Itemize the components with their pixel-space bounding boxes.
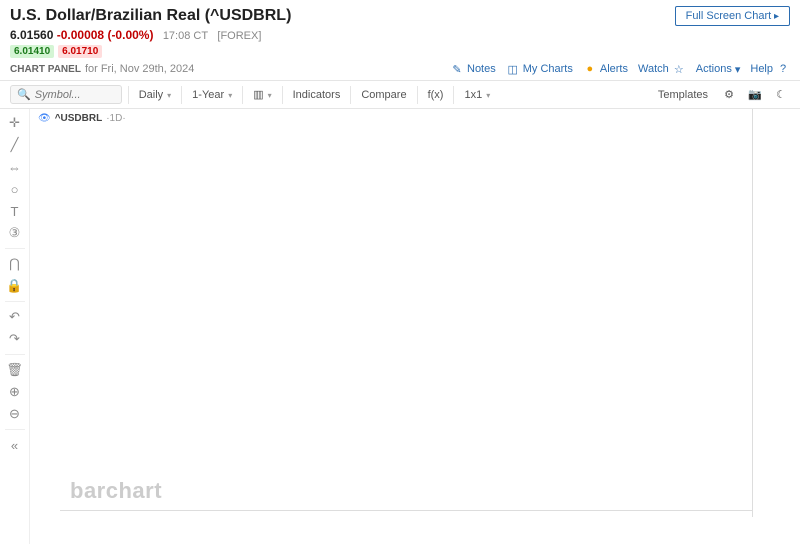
chart-type-dropdown[interactable]: ▥ [249,86,275,103]
full-screen-button[interactable]: Full Screen Chart [675,6,790,26]
last-price: 6.01560 [10,28,53,42]
separator [5,301,25,302]
notes-link[interactable]: ✎Notes [450,62,496,76]
separator [5,429,25,430]
interval-dropdown[interactable]: Daily [135,87,175,103]
symbol-input[interactable] [35,89,115,101]
timestamp: 17:08 CT [163,30,208,42]
actions-dropdown[interactable]: Actions ▾ [696,63,741,76]
chart-icon: ◫ [506,62,520,76]
chart-panel-label: CHART PANEL [10,64,81,75]
price-change: -0.00008 (-0.00%) [57,28,154,42]
price-chart[interactable] [30,109,752,517]
trend-tool[interactable]: ╱ [4,135,26,155]
separator [417,86,418,104]
symbol-label: ^USDBRL [55,113,103,124]
watermark: barchart [70,478,162,504]
theme-icon[interactable]: ☾ [772,86,790,104]
candle-icon: ▥ [253,88,263,101]
watch-label: Watch [638,63,669,75]
fx-button[interactable]: f(x) [424,87,448,103]
help-label: Help [750,63,773,75]
alerts-label: Alerts [600,63,628,75]
text-tool[interactable]: T [4,201,26,221]
left-toolbar: ✛╱⇔○T③ ⋂🔒 ↶↷ 🗑⊕⊖ « [0,109,30,544]
x-axis [60,510,752,526]
magnet-tool[interactable]: ⋂ [4,254,26,274]
alerts-link[interactable]: ●Alerts [583,62,628,76]
range-label: 1-Year [192,89,224,101]
separator [181,86,182,104]
settings-icon[interactable]: ⚙ [720,86,738,104]
redo-tool[interactable]: ↷ [4,329,26,349]
badge-low: 6.01410 [10,45,54,58]
price-row: 6.01560 -0.00008 (-0.00%) 17:08 CT [FORE… [10,28,790,42]
note-icon: ✎ [450,62,464,76]
market-tag: [FOREX] [217,30,261,42]
num3-tool[interactable]: ③ [4,223,26,243]
templates-button[interactable]: Templates [654,87,712,103]
separator [242,86,243,104]
lock-tool[interactable]: 🔒 [4,276,26,296]
separator [282,86,283,104]
indicators-button[interactable]: Indicators [289,87,345,103]
search-icon: 🔍 [17,88,31,101]
circle-tool[interactable]: ○ [4,179,26,199]
zoom-in-tool[interactable]: ⊕ [4,382,26,402]
crosshair-tool[interactable]: ✛ [4,113,26,133]
trash-tool[interactable]: 🗑 [4,360,26,380]
bell-icon: ● [583,62,597,76]
camera-icon[interactable]: 📷 [746,86,764,104]
help-icon: ? [776,62,790,76]
star-icon: ☆ [672,62,686,76]
mycharts-label: My Charts [523,63,573,75]
y-axis [752,109,800,517]
range-dropdown[interactable]: 1-Year [188,87,236,103]
symbol-sub: ·1D· [106,113,125,124]
actions-label: Actions [696,63,732,75]
separator [453,86,454,104]
separator [5,354,25,355]
notes-label: Notes [467,63,496,75]
interval-label: Daily [139,89,163,101]
separator [5,248,25,249]
compare-button[interactable]: Compare [357,87,410,103]
separator [128,86,129,104]
badge-high: 6.01710 [58,45,102,58]
hline-tool[interactable]: ⇔ [4,157,26,177]
collapse-tool[interactable]: « [4,435,26,455]
zoom-out-tool[interactable]: ⊖ [4,404,26,424]
help-link[interactable]: Help? [750,62,790,76]
page-title: U.S. Dollar/Brazilian Real (^USDBRL) [10,7,291,25]
scale-dropdown[interactable]: 1x1 [460,87,494,103]
eye-icon[interactable]: 👁 [38,113,51,124]
undo-tool[interactable]: ↶ [4,307,26,327]
scale-label: 1x1 [464,89,482,101]
symbol-search[interactable]: 🔍 [10,85,122,104]
chart-panel-date: for Fri, Nov 29th, 2024 [85,63,194,75]
mycharts-link[interactable]: ◫My Charts [506,62,573,76]
separator [350,86,351,104]
watch-link[interactable]: Watch☆ [638,62,686,76]
